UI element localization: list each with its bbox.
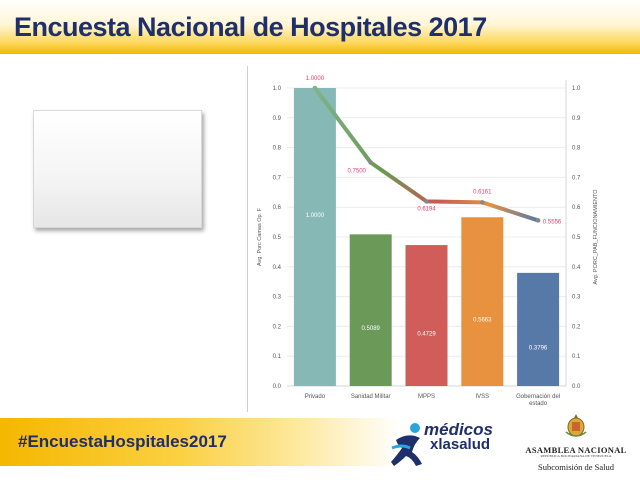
- y-tick-right: 0.1: [572, 354, 581, 360]
- line-point: [535, 218, 541, 223]
- y-axis-title-right: Avg. PORC_PAB_FUNCIONAMIENTO: [593, 189, 599, 285]
- bar: [293, 88, 336, 386]
- y-tick-left: 0.4: [273, 265, 282, 271]
- chart-container: 1.0 1.0 0.9 0.9 0.8 0.8 0.7 0.7 0.6 0.6 0.5 0.5 0.4 0…: [247, 66, 605, 412]
- y-tick-right: 0.0: [572, 384, 581, 390]
- bar-value-label: 0.5663: [473, 318, 492, 324]
- bar: [405, 245, 448, 386]
- bar: [349, 234, 392, 386]
- hashtag: #EncuestaHospitales2017: [18, 432, 227, 451]
- y-tick-left: 1.0: [273, 86, 282, 92]
- page-title: Encuesta Nacional de Hospitales 2017: [14, 12, 487, 42]
- runner-figure-icon: [391, 423, 422, 466]
- x-tick-label: Privado: [305, 394, 326, 400]
- medicos-xlasalud-logo: médicos xlasalud: [388, 418, 508, 468]
- bar-value-label: 1.0000: [306, 213, 325, 219]
- bar: [517, 272, 560, 386]
- y-tick-right: 0.5: [572, 235, 581, 241]
- footer-band: [0, 418, 400, 466]
- y-tick-left: 0.6: [273, 205, 282, 211]
- asamblea-nacional-logo: ASAMBLEA NACIONAL REPÚBLICA BOLIVARIANA …: [520, 412, 632, 476]
- x-tick-label: IVSS: [475, 394, 489, 400]
- x-tick-label: Sanidad Militar: [351, 394, 391, 400]
- subcomision-label: Subcomisión de Salud: [537, 462, 615, 472]
- y-tick-left: 0.0: [273, 384, 282, 390]
- y-tick-left: 0.1: [273, 354, 282, 360]
- blank-card: [33, 110, 202, 228]
- line-point: [368, 160, 373, 165]
- line-value-label: 0.5556: [543, 219, 562, 225]
- logo-text-xlasalud: xlasalud: [430, 436, 491, 453]
- line-point: [480, 200, 485, 205]
- y-tick-left: 0.3: [273, 295, 282, 301]
- y-tick-left: 0.9: [273, 116, 282, 122]
- x-tick-label: Gobernación del: [516, 394, 560, 400]
- y-tick-left: 0.2: [273, 324, 282, 330]
- line-value-label: 0.6161: [473, 189, 492, 195]
- y-tick-right: 0.2: [572, 324, 581, 330]
- header-banner: Encuesta Nacional de Hospitales 2017: [0, 0, 640, 54]
- bar: [461, 217, 504, 386]
- y-tick-left: 0.7: [273, 175, 282, 181]
- y-tick-right: 0.9: [572, 116, 581, 122]
- y-tick-left: 0.8: [273, 146, 282, 152]
- combo-chart: 1.0 1.0 0.9 0.9 0.8 0.8 0.7 0.7 0.6 0.6 0.5 0.5 0.4 0…: [257, 76, 599, 407]
- y-tick-right: 0.7: [572, 175, 581, 181]
- y-axis-title-left: Avg. Porc Camas Op. F: [257, 207, 263, 266]
- line-value-label: 1.0000: [306, 76, 325, 82]
- bar-value-label: 0.5089: [362, 326, 381, 332]
- logo-text-medicos: médicos: [424, 420, 493, 439]
- y-tick-right: 0.6: [572, 205, 581, 211]
- national-seal-icon: [565, 414, 587, 437]
- asamblea-name: ASAMBLEA NACIONAL: [525, 445, 627, 455]
- y-tick-right: 0.4: [572, 265, 581, 271]
- y-tick-right: 0.8: [572, 146, 581, 152]
- line-point: [424, 199, 429, 204]
- asamblea-subtitle: REPÚBLICA BOLIVARIANA DE VENEZUELA: [540, 454, 612, 458]
- bar-value-label: 0.4729: [417, 332, 436, 338]
- x-tick-label: MPPS: [418, 394, 435, 400]
- y-tick-right: 1.0: [572, 86, 581, 92]
- bar-value-label: 0.3796: [529, 345, 548, 351]
- x-tick-label: estado: [529, 401, 548, 407]
- line-value-label: 0.7500: [348, 169, 367, 175]
- line-point: [312, 85, 318, 91]
- y-tick-right: 0.3: [572, 295, 581, 301]
- line-value-label: 0.6194: [417, 206, 436, 212]
- y-tick-left: 0.5: [273, 235, 282, 241]
